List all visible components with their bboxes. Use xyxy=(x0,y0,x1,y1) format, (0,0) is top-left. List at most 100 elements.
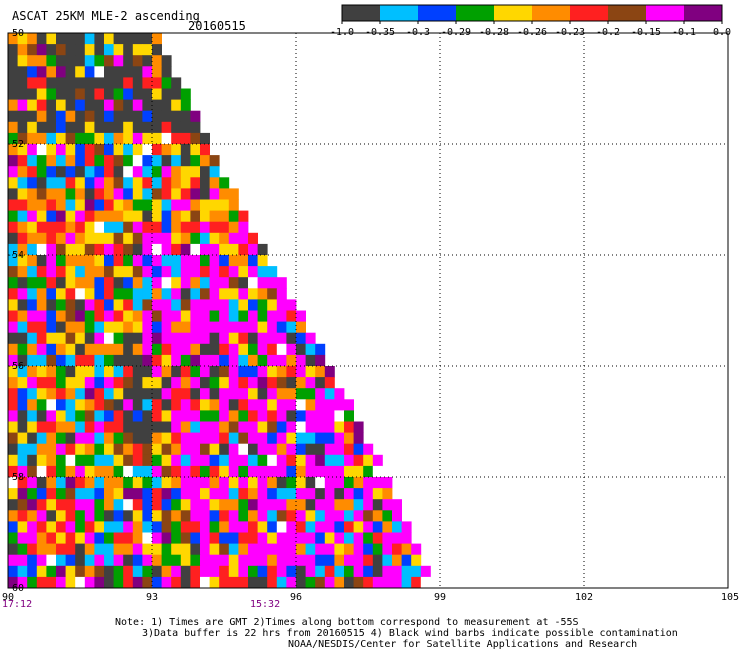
heatmap-cell xyxy=(8,343,18,356)
heatmap-cell xyxy=(161,421,172,433)
heatmap-cell xyxy=(152,565,162,578)
heatmap-cell xyxy=(46,132,57,145)
heatmap-cell xyxy=(209,443,220,456)
heatmap-cell xyxy=(65,110,76,123)
heatmap-cell xyxy=(238,377,249,389)
heatmap-cell xyxy=(75,255,86,267)
heatmap-cell xyxy=(75,477,86,489)
heatmap-cell xyxy=(132,188,143,200)
heatmap-cell xyxy=(46,521,57,533)
heatmap-cell xyxy=(8,266,18,278)
heatmap-cell xyxy=(219,332,230,345)
heatmap-cell xyxy=(171,321,182,334)
heatmap-cell xyxy=(152,55,162,67)
heatmap-cell xyxy=(238,321,249,334)
heatmap-cell xyxy=(315,499,326,511)
heatmap-cell xyxy=(171,243,182,256)
heatmap-cell xyxy=(324,443,335,456)
heatmap-cell xyxy=(238,477,249,489)
heatmap-cell xyxy=(8,288,18,300)
heatmap-cell xyxy=(94,554,105,567)
heatmap-cell xyxy=(104,310,114,322)
heatmap-cell xyxy=(171,443,182,456)
heatmap-cell xyxy=(94,277,105,289)
heatmap-cell xyxy=(104,288,114,300)
heatmap-cell xyxy=(132,454,143,467)
heatmap-cell xyxy=(190,210,201,223)
heatmap-cell xyxy=(334,521,345,533)
heatmap-cell xyxy=(84,177,95,189)
heatmap-cell xyxy=(190,421,201,433)
heatmap-cell xyxy=(219,377,230,389)
heatmap-cell xyxy=(190,432,201,445)
heatmap-cell xyxy=(142,266,153,278)
heatmap-cell xyxy=(171,188,182,200)
heatmap-cell xyxy=(248,232,258,245)
heatmap-cell xyxy=(84,421,95,433)
heatmap-cell xyxy=(65,388,76,400)
heatmap-cell xyxy=(27,443,38,456)
heatmap-cell xyxy=(238,288,249,300)
heatmap-cell xyxy=(142,343,153,356)
heatmap-cell xyxy=(180,243,191,256)
heatmap-cell xyxy=(17,132,28,145)
heatmap-cell xyxy=(94,465,105,478)
y-tick-label: -60 xyxy=(6,583,24,594)
heatmap-cell xyxy=(238,410,249,422)
heatmap-cell xyxy=(152,532,162,544)
heatmap-cell xyxy=(200,443,210,456)
heatmap-cell xyxy=(324,576,335,589)
heatmap-cell xyxy=(372,543,383,556)
heatmap-cell xyxy=(36,132,47,145)
heatmap-cell xyxy=(228,465,239,478)
heatmap-cell xyxy=(257,343,268,356)
heatmap-cell xyxy=(171,454,182,467)
heatmap-cell xyxy=(190,532,201,544)
heatmap-cell xyxy=(113,221,124,234)
heatmap-cell xyxy=(27,388,38,400)
heatmap-cell xyxy=(180,321,191,334)
heatmap-cell xyxy=(334,421,345,433)
heatmap-cell xyxy=(152,432,162,445)
heatmap-cell xyxy=(142,199,153,211)
heatmap-cell xyxy=(209,543,220,556)
heatmap-cell xyxy=(296,499,306,511)
heatmap-cell xyxy=(171,132,182,145)
heatmap-cell xyxy=(46,388,57,400)
heatmap-cell xyxy=(171,166,182,178)
heatmap-cell xyxy=(94,321,105,334)
note-line-1: Note: 1) Times are GMT 2)Times along bot… xyxy=(115,617,579,628)
heatmap-cell xyxy=(65,321,76,334)
heatmap-cell xyxy=(305,521,316,533)
heatmap-cell xyxy=(334,432,345,445)
heatmap-cell xyxy=(123,565,134,578)
heatmap-cell xyxy=(324,477,335,489)
heatmap-cell xyxy=(363,465,374,478)
heatmap-cell xyxy=(228,366,239,378)
heatmap-cell xyxy=(238,332,249,345)
heatmap-cell xyxy=(84,266,95,278)
heatmap-cell xyxy=(65,44,76,56)
heatmap-cell xyxy=(315,454,326,467)
heatmap-cell xyxy=(209,177,220,189)
heatmap-cell xyxy=(180,332,191,345)
heatmap-cell xyxy=(276,377,287,389)
heatmap-cell xyxy=(27,521,38,533)
heatmap-cell xyxy=(161,299,172,311)
heatmap-cell xyxy=(334,532,345,544)
heatmap-cell xyxy=(200,299,210,311)
heatmap-cell xyxy=(238,532,249,544)
heatmap-cell xyxy=(84,221,95,234)
heatmap-cell xyxy=(84,55,95,67)
heatmap-cell xyxy=(27,144,38,156)
heatmap-cell xyxy=(113,288,124,300)
heatmap-cell xyxy=(132,354,143,367)
heatmap-cell xyxy=(17,565,28,578)
heatmap-cell xyxy=(94,454,105,467)
heatmap-cell xyxy=(238,399,249,411)
heatmap-cell xyxy=(209,277,220,289)
heatmap-cell xyxy=(46,210,57,223)
heatmap-cell xyxy=(8,110,18,123)
heatmap-cell xyxy=(123,465,134,478)
heatmap-cell xyxy=(27,77,38,89)
